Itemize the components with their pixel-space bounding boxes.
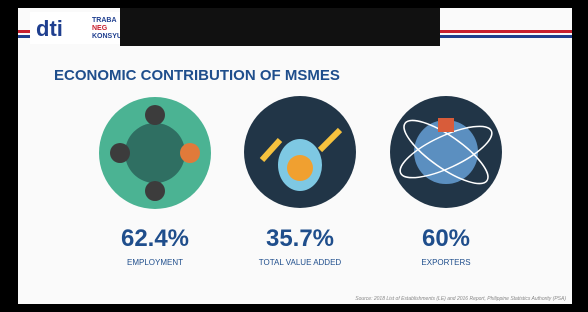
stat-label: TOTAL VALUE ADDED: [259, 258, 342, 267]
icon-employment: [99, 97, 211, 209]
tagline: NEG: [92, 25, 108, 32]
source: Source: 2018 List of Establishments (LE)…: [355, 296, 566, 302]
tagline: TRABA: [92, 17, 117, 24]
icon-value-added: [244, 96, 356, 208]
stat-value: 35.7%: [266, 225, 334, 252]
icon-exporters: [390, 96, 502, 208]
overlay-bar: [120, 8, 440, 46]
page: {"header": {"logo": "dti", "tagline": ["…: [0, 0, 588, 312]
stat-label: EXPORTERS: [421, 258, 470, 267]
stat-label: EMPLOYMENT: [127, 258, 183, 267]
screenshot: dti TRABA NEG KONSYUMER ECONOMIC CONTRIB…: [0, 0, 588, 312]
stat-value: 62.4%: [121, 225, 189, 252]
title: ECONOMIC CONTRIBUTION OF MSMES: [54, 67, 340, 84]
stat-value: 60%: [422, 225, 470, 252]
logo: dti: [36, 16, 63, 41]
